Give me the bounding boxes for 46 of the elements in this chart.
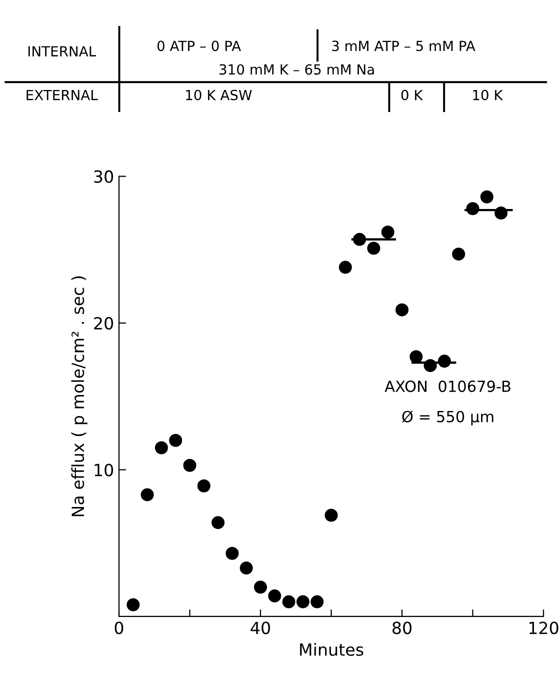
point <box>494 206 508 220</box>
x-tick-label: 120 <box>529 622 558 634</box>
x-axis-title: Minutes <box>300 643 364 656</box>
x-tick-label: 80 <box>392 622 412 634</box>
text: 10 K ASW <box>186 90 252 100</box>
annotation: Ø = 550 µm <box>402 410 494 426</box>
y-axis-title: Na efflux ( p mole/cm² . sec ) <box>71 276 88 516</box>
point <box>126 598 140 612</box>
text: INTERNAL <box>28 46 96 56</box>
point <box>169 434 182 447</box>
text: 10 K <box>473 90 504 100</box>
point <box>282 595 296 608</box>
point <box>183 458 196 472</box>
x-tick-label: 0 <box>114 622 124 634</box>
y-tick-label: 20 <box>94 317 114 330</box>
point <box>452 248 466 261</box>
point <box>410 350 423 364</box>
text: 0 ATP – 0 PA <box>157 40 241 52</box>
y-tick-label: 30 <box>94 170 114 183</box>
point <box>268 589 282 602</box>
point <box>353 232 366 246</box>
annotation: AXON 010679-B <box>384 380 510 392</box>
text: 3 mM ATP – 5 mM PA <box>332 40 476 52</box>
point <box>226 546 239 560</box>
point <box>154 441 168 454</box>
text: 0 K <box>401 90 424 100</box>
point <box>254 580 267 594</box>
point <box>395 303 408 316</box>
point <box>197 479 210 492</box>
point <box>438 354 451 368</box>
text: EXTERNAL <box>26 90 98 100</box>
point <box>480 190 494 204</box>
point <box>424 359 437 372</box>
text: 310 mM K – 65 mM Na <box>220 64 374 75</box>
point <box>324 508 338 522</box>
x-tick-label: 40 <box>250 622 270 634</box>
point <box>310 595 324 608</box>
point <box>466 202 480 216</box>
point <box>140 488 154 502</box>
point <box>240 562 253 575</box>
point <box>381 226 394 239</box>
point <box>367 242 380 255</box>
point <box>338 260 352 274</box>
point <box>296 595 310 608</box>
point <box>212 516 225 530</box>
y-tick-label: 10 <box>94 464 114 476</box>
